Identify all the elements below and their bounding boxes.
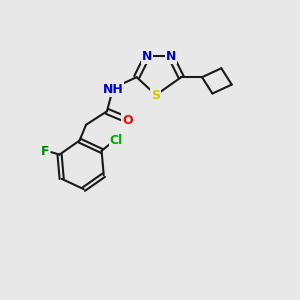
Text: O: O — [122, 114, 133, 127]
Text: N: N — [142, 50, 152, 63]
Text: Cl: Cl — [110, 134, 123, 147]
Text: NH: NH — [103, 82, 123, 96]
Text: S: S — [152, 88, 160, 101]
Text: N: N — [166, 50, 176, 63]
Text: F: F — [40, 145, 49, 158]
